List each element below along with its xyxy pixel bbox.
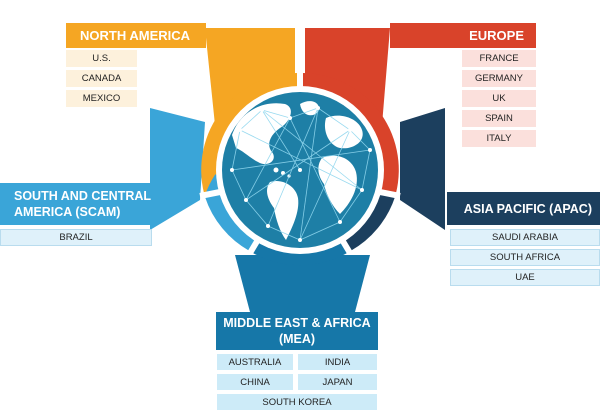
- mea-country-south-korea: SOUTH KOREA: [216, 393, 378, 411]
- gear-tooth-mea: [235, 255, 370, 312]
- apac-country-south-africa: SOUTH AFRICA: [450, 249, 600, 266]
- mea-country-australia: AUSTRALIA: [216, 353, 294, 371]
- europe-country-spain: SPAIN: [462, 110, 536, 127]
- north-america-country-canada: CANADA: [66, 70, 137, 87]
- globe-icon: [222, 92, 378, 248]
- gear-tooth-apac: [400, 108, 445, 230]
- europe-country-germany: GERMANY: [462, 70, 536, 87]
- mea-header: MIDDLE EAST & AFRICA (MEA): [216, 312, 378, 350]
- apac-title: ASIA PACIFIC (APAC): [463, 201, 592, 216]
- mea-title-line1: MIDDLE EAST & AFRICA: [223, 316, 371, 330]
- gear-tooth-scam: [150, 108, 205, 230]
- mea-country-india: INDIA: [297, 353, 378, 371]
- north-america-header: NORTH AMERICA: [66, 23, 206, 48]
- apac-header: ASIA PACIFIC (APAC): [447, 192, 600, 225]
- europe-country-italy: ITALY: [462, 130, 536, 147]
- mea-title-line2: (MEA): [278, 332, 316, 346]
- scam-title-line2: AMERICA (SCAM): [14, 205, 121, 219]
- europe-title: EUROPE: [469, 28, 524, 43]
- north-america-title: NORTH AMERICA: [80, 28, 191, 43]
- north-america-country-us: U.S.: [66, 50, 137, 67]
- mea-country-japan: JAPAN: [297, 373, 378, 391]
- apac-country-saudi-arabia: SAUDI ARABIA: [450, 229, 600, 246]
- scam-country-brazil: BRAZIL: [0, 229, 152, 246]
- mea-country-china: CHINA: [216, 373, 294, 391]
- apac-country-uae: UAE: [450, 269, 600, 286]
- europe-country-uk: UK: [462, 90, 536, 107]
- scam-title-line1: SOUTH AND CENTRAL: [14, 189, 152, 203]
- europe-country-france: FRANCE: [462, 50, 536, 67]
- scam-header: SOUTH AND CENTRAL AMERICA (SCAM): [0, 183, 152, 225]
- europe-header: EUROPE: [390, 23, 536, 48]
- north-america-country-mexico: MEXICO: [66, 90, 137, 107]
